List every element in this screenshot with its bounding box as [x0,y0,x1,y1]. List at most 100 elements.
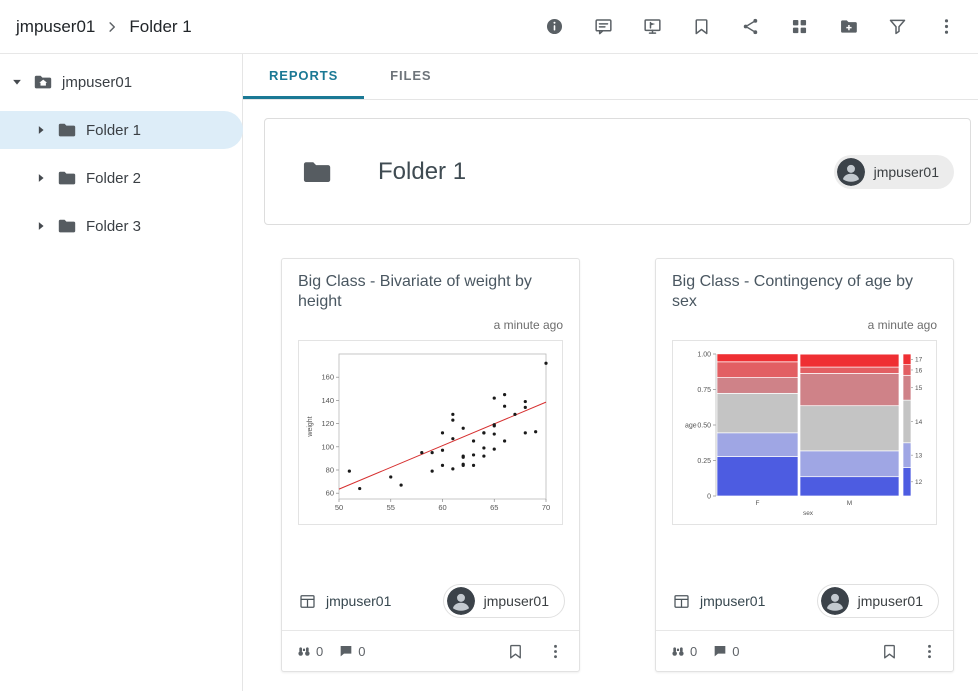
report-timestamp: a minute ago [867,317,937,332]
caret-right-icon[interactable] [34,123,48,137]
folder-title: Folder 1 [378,157,467,185]
avatar [446,587,475,615]
svg-text:60: 60 [438,503,446,512]
owner-chip[interactable]: jmpuser01 [816,584,939,618]
views-stat[interactable]: 0 [296,643,323,659]
views-stat[interactable]: 0 [670,643,697,659]
bookmark-icon[interactable] [689,15,713,39]
report-thumbnail-scatter[interactable]: 60 80 100 120 140 160 50 55 60 65 70 weight [298,339,563,525]
svg-text:70: 70 [542,503,550,512]
mosaic-plot: 0 0.25 0.50 0.75 1.00 age F M 12 13 14 15 16 17 sex [685,352,923,518]
data-source[interactable]: jmpuser01 [298,592,391,611]
presentation-icon[interactable] [640,15,664,39]
tab-bar: REPORTS FILES [243,54,978,100]
bookmark-icon[interactable] [877,639,901,663]
comments-count: 0 [358,643,366,659]
more-vertical-icon[interactable] [934,15,958,39]
breadcrumb: jmpuser01 Folder 1 [16,17,192,37]
svg-text:13: 13 [915,453,923,460]
folder-icon [57,120,77,140]
more-vertical-icon[interactable] [917,639,941,663]
add-folder-icon[interactable] [836,15,860,39]
views-count: 0 [316,643,324,659]
views-count: 0 [690,643,698,659]
data-source-label: jmpuser01 [700,593,766,609]
data-table-icon [300,594,315,608]
folder-icon [57,168,77,188]
report-card-contingency: Big Class - Contingency of age by sex a … [655,258,954,672]
svg-text:60: 60 [326,489,334,498]
comment-icon [714,646,726,657]
apps-grid-icon[interactable] [787,15,811,39]
tree-item-label: Folder 2 [86,169,142,187]
caret-right-icon[interactable] [34,219,48,233]
home-folder-icon [33,72,53,92]
more-vertical-icon[interactable] [543,639,567,663]
caret-right-icon[interactable] [34,171,48,185]
report-thumbnail-mosaic[interactable]: 0 0.25 0.50 0.75 1.00 age F M 12 13 14 15 16 17 sex [672,339,937,525]
topbar-actions [542,15,964,39]
caret-down-icon[interactable] [10,75,24,89]
svg-text:50: 50 [335,503,343,512]
comments-count: 0 [732,643,740,659]
svg-text:12: 12 [915,480,923,487]
owner-chip[interactable]: jmpuser01 [833,154,954,189]
comment-icon [340,646,352,657]
folder-header-panel: Folder 1 jmpuser01 [264,118,971,225]
svg-text:65: 65 [490,503,498,512]
svg-text:1.00: 1.00 [697,352,711,359]
report-timestamp: a minute ago [493,317,563,332]
tab-files[interactable]: FILES [390,67,432,83]
svg-text:M: M [846,500,851,507]
svg-text:F: F [755,500,759,507]
svg-text:0.50: 0.50 [697,423,711,430]
views-icon [672,647,684,656]
breadcrumb-root[interactable]: jmpuser01 [16,16,96,36]
folder-icon [57,216,77,236]
data-table-icon [674,594,689,608]
tree-item-label: Folder 3 [86,217,142,235]
data-source[interactable]: jmpuser01 [672,592,765,611]
tree-item-folder-2[interactable]: Folder 2 [0,159,242,197]
scatter-plot: 60 80 100 120 140 160 50 55 60 65 70 weight [307,353,550,512]
folder-icon [301,156,333,188]
svg-text:55: 55 [387,503,395,512]
report-title[interactable]: Big Class - Bivariate of weight by heigh… [298,273,532,311]
data-source-label: jmpuser01 [326,593,392,609]
avatar [836,157,865,186]
report-cards: Big Class - Bivariate of weight by heigh… [281,258,978,672]
report-title[interactable]: Big Class - Contingency of age by sex [672,273,914,311]
comments-stat[interactable]: 0 [338,643,365,659]
report-card-bivariate: Big Class - Bivariate of weight by heigh… [281,258,580,672]
info-icon[interactable] [542,15,566,39]
svg-text:17: 17 [915,357,923,364]
tree-root-jmpuser01[interactable]: jmpuser01 [0,63,242,101]
svg-text:0.75: 0.75 [697,387,711,394]
svg-text:sex: sex [802,510,813,517]
avatar [820,587,849,615]
owner-chip-label: jmpuser01 [483,593,549,609]
svg-text:weight: weight [307,416,314,437]
tree-item-folder-1[interactable]: Folder 1 [0,111,243,149]
owner-chip-label: jmpuser01 [873,163,939,180]
folder-tree: jmpuser01 Folder 1 Folder 2 [0,54,243,691]
comments-stat[interactable]: 0 [712,643,739,659]
tree-item-folder-3[interactable]: Folder 3 [0,207,242,245]
svg-text:age: age [685,423,697,430]
bookmark-icon[interactable] [503,639,527,663]
breadcrumb-current: Folder 1 [129,16,192,36]
svg-text:160: 160 [321,373,334,382]
views-icon [298,647,310,656]
tab-reports[interactable]: REPORTS [243,54,365,99]
share-icon[interactable] [738,15,762,39]
svg-text:14: 14 [915,419,923,426]
svg-text:120: 120 [321,419,334,428]
svg-text:80: 80 [326,465,334,474]
owner-chip[interactable]: jmpuser01 [442,584,565,618]
filter-icon[interactable] [885,15,909,39]
comments-icon[interactable] [591,15,615,39]
svg-text:0: 0 [707,494,711,501]
owner-chip-label: jmpuser01 [857,593,923,609]
tree-root-label: jmpuser01 [62,73,133,91]
chevron-right-icon [103,18,121,36]
